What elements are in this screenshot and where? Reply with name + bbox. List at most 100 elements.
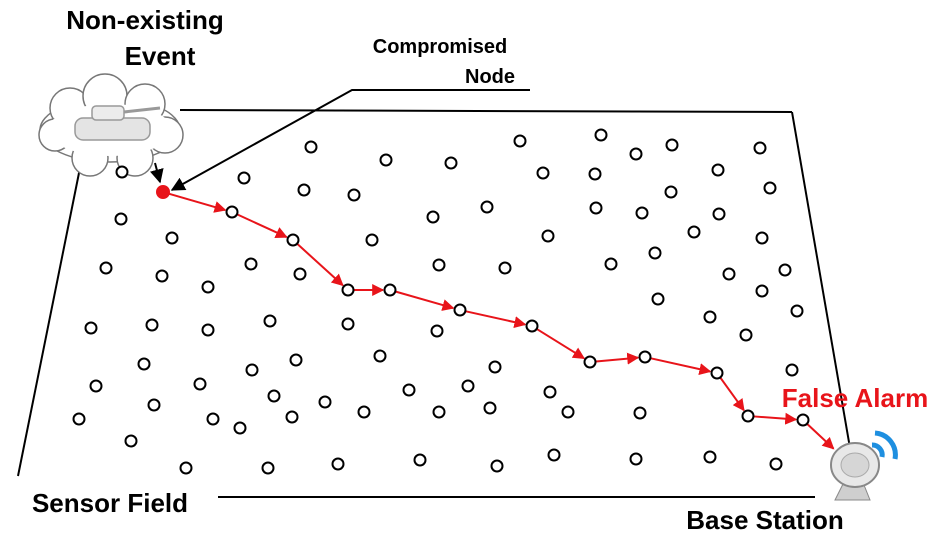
sensor-node	[375, 351, 386, 362]
route-node	[288, 235, 299, 246]
sensor-node	[203, 325, 214, 336]
sensor-node	[485, 403, 496, 414]
route-hop	[754, 416, 796, 419]
sensor-node	[689, 227, 700, 238]
route-hop	[466, 311, 525, 324]
compromised-node	[157, 186, 170, 199]
sensor-node	[381, 155, 392, 166]
sensor-node	[208, 414, 219, 425]
sensor-node	[705, 312, 716, 323]
sensor-node	[724, 269, 735, 280]
sensor-node	[631, 149, 642, 160]
sensor-node	[117, 167, 128, 178]
sensor-node	[635, 408, 646, 419]
sensor-node	[549, 450, 560, 461]
sensor-node	[157, 271, 168, 282]
sensor-node	[666, 187, 677, 198]
sensor-node	[195, 379, 206, 390]
sensor-node	[631, 454, 642, 465]
route-hop	[596, 358, 638, 362]
sensor-node	[333, 459, 344, 470]
sensor-node	[780, 265, 791, 276]
sensor-node	[543, 231, 554, 242]
sensor-node	[203, 282, 214, 293]
sensor-node	[590, 169, 601, 180]
route-node	[743, 411, 754, 422]
false-alarm-label: False Alarm	[782, 383, 928, 413]
route-hop	[537, 329, 584, 358]
sensor-node	[771, 459, 782, 470]
compromised-pointer	[172, 90, 530, 190]
route-hop	[396, 292, 454, 308]
route-node	[227, 207, 238, 218]
base-station-label: Base Station	[686, 505, 844, 535]
sensor-node	[434, 407, 445, 418]
sensor-node	[86, 323, 97, 334]
event-cloud	[39, 74, 183, 176]
sensor-node	[247, 365, 258, 376]
sensor-node	[269, 391, 280, 402]
route-hop	[169, 194, 226, 210]
sensor-node	[167, 233, 178, 244]
sensor-node	[482, 202, 493, 213]
sensor-node	[637, 208, 648, 219]
route-hop	[807, 424, 833, 449]
base-station	[831, 433, 895, 500]
sensor-node	[755, 143, 766, 154]
sensor-node	[74, 414, 85, 425]
diagram: Non-existingEvent CompromisedNode False …	[0, 0, 948, 537]
sensor-node	[446, 158, 457, 169]
route-node	[343, 285, 354, 296]
sensor-node	[490, 362, 501, 373]
sensor-node	[239, 173, 250, 184]
sensor-node	[653, 294, 664, 305]
route-hop	[721, 378, 744, 410]
sensor-node	[713, 165, 724, 176]
sensor-node	[126, 436, 137, 447]
route-node	[455, 305, 466, 316]
sensor-node	[434, 260, 445, 271]
sensor-node	[306, 142, 317, 153]
sensor-node	[596, 130, 607, 141]
route-hop	[651, 358, 710, 371]
sensor-node	[235, 423, 246, 434]
sensor-node	[563, 407, 574, 418]
sensor-nodes	[74, 130, 803, 474]
sensor-node	[147, 320, 158, 331]
sensor-node	[404, 385, 415, 396]
sensor-node	[320, 397, 331, 408]
sensor-node	[265, 316, 276, 327]
sensor-node	[246, 259, 257, 270]
route-node	[712, 368, 723, 379]
sensor-node	[714, 209, 725, 220]
sensor-node	[741, 330, 752, 341]
route-node	[640, 352, 651, 363]
sensor-node	[765, 183, 776, 194]
route-node	[527, 321, 538, 332]
sensor-node	[428, 212, 439, 223]
sensor-node	[432, 326, 443, 337]
sensor-node	[538, 168, 549, 179]
sensor-node	[515, 136, 526, 147]
sensor-node	[463, 381, 474, 392]
sensor-node	[181, 463, 192, 474]
route-hop	[237, 215, 286, 238]
event-pointer	[155, 163, 160, 182]
sensor-field-label: Sensor Field	[32, 488, 188, 518]
sensor-node	[500, 263, 511, 274]
sensor-node	[116, 214, 127, 225]
sensor-node	[650, 248, 661, 259]
sensor-node	[792, 306, 803, 317]
route-node	[385, 285, 396, 296]
sensor-node	[101, 263, 112, 274]
sensor-node	[545, 387, 556, 398]
sensor-node	[149, 400, 160, 411]
sensor-node	[139, 359, 150, 370]
sensor-node	[91, 381, 102, 392]
route-node	[798, 415, 809, 426]
sensor-node	[349, 190, 360, 201]
sensor-node	[667, 140, 678, 151]
sensor-node	[287, 412, 298, 423]
